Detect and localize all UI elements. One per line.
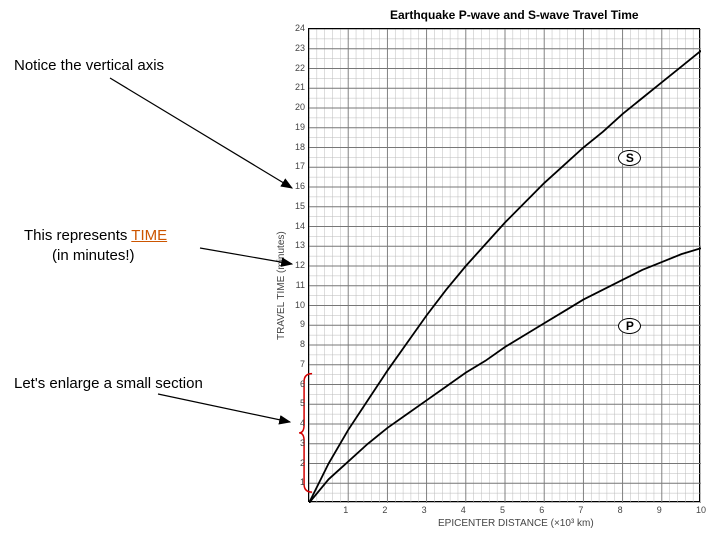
x-tick: 5 [500,505,505,515]
x-axis-label: EPICENTER DISTANCE (×10³ km) [438,518,594,529]
annotation-represents-suffix: (in minutes!) [24,247,135,264]
annotation-notice-vertical-axis: Notice the vertical axis [14,56,164,76]
x-tick: 7 [578,505,583,515]
chart-title: Earthquake P-wave and S-wave Travel Time [390,8,639,22]
plot-area [308,28,700,502]
x-tick: 4 [461,505,466,515]
y-tick: 4 [292,418,305,428]
y-tick: 18 [292,142,305,152]
y-tick: 15 [292,201,305,211]
y-tick: 1 [292,477,305,487]
y-tick: 6 [292,379,305,389]
y-tick: 12 [292,260,305,270]
y-tick: 2 [292,458,305,468]
y-tick: 10 [292,300,305,310]
y-tick: 8 [292,339,305,349]
curves-svg [309,29,701,503]
y-tick: 22 [292,63,305,73]
x-tick: 9 [657,505,662,515]
x-tick: 2 [382,505,387,515]
y-tick: 5 [292,398,305,408]
annotation-represents-time: This represents TIME (in minutes!) [24,226,167,265]
y-tick: 9 [292,319,305,329]
y-tick: 19 [292,122,305,132]
annotation-enlarge-section: Let's enlarge a small section [14,374,203,394]
x-tick: 1 [343,505,348,515]
y-tick: 3 [292,438,305,448]
x-tick: 10 [696,505,706,515]
y-tick: 17 [292,161,305,171]
x-tick: 3 [422,505,427,515]
annotation-time-highlight: TIME [131,227,167,244]
y-tick: 23 [292,43,305,53]
y-tick: 21 [292,82,305,92]
y-tick: 7 [292,359,305,369]
y-tick: 13 [292,240,305,250]
y-tick: 24 [292,23,305,33]
y-tick: 14 [292,221,305,231]
x-tick: 8 [618,505,623,515]
y-tick: 11 [292,280,305,290]
x-tick: 6 [539,505,544,515]
y-tick: 20 [292,102,305,112]
y-axis-label: TRAVEL TIME (minutes) [276,231,287,340]
annotation-represents-prefix: This represents [24,227,131,244]
y-tick: 16 [292,181,305,191]
